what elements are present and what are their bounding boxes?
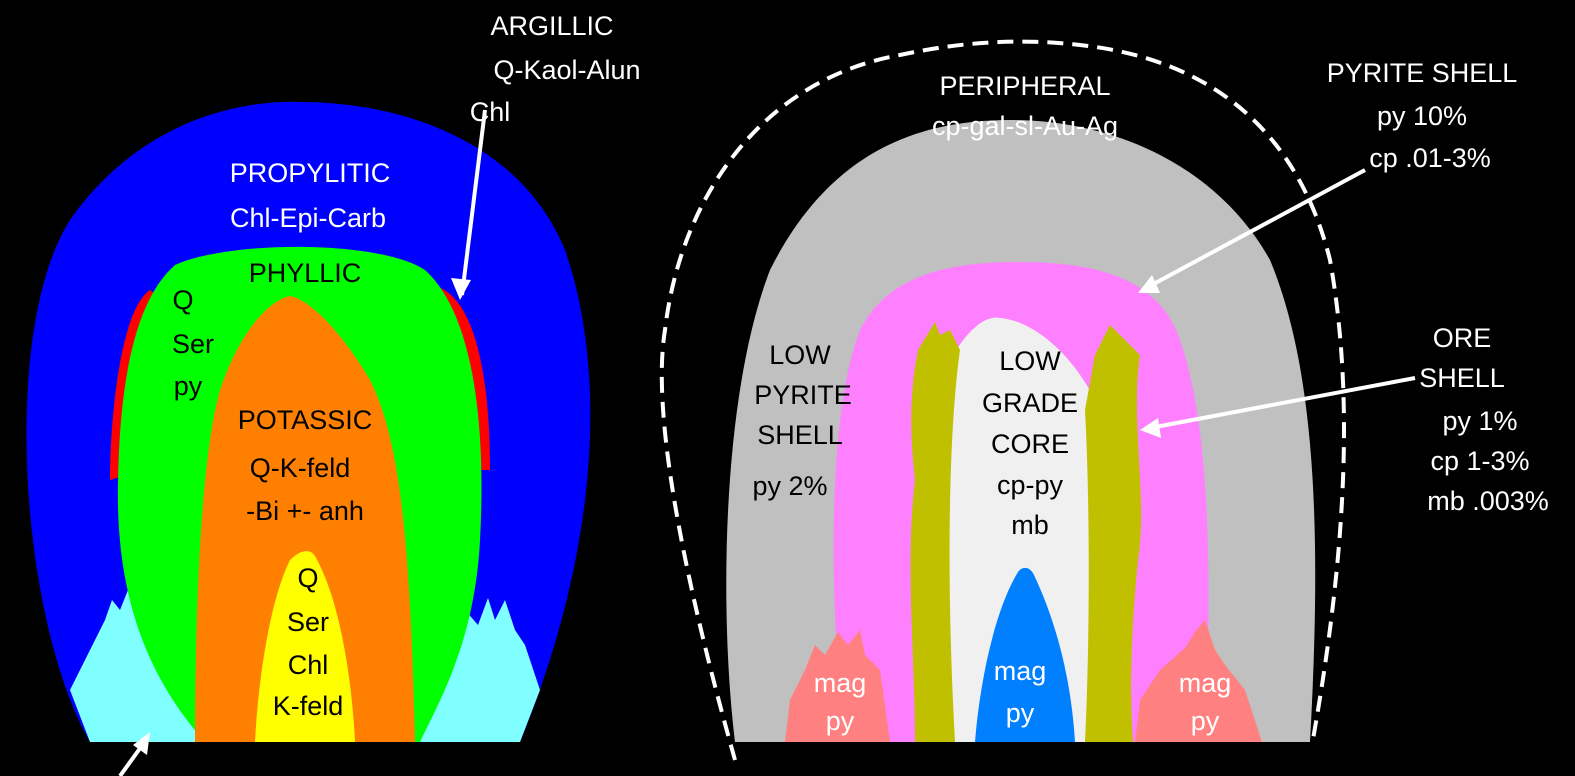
label: mag [1179,668,1232,698]
label: py [174,371,203,401]
label: cp-py [997,470,1064,500]
label: PHYLLIC [249,258,362,288]
label: py [1006,698,1035,728]
label: Ser [287,607,329,637]
label: py [1191,706,1220,736]
label: K-feld [273,691,344,721]
label: mb .003% [1427,486,1549,516]
label: ORE [1433,323,1492,353]
label: Chl [288,650,329,680]
diagram: ARGILLIC Q-Kaol-Alun Chl PROPYLITIC Chl-… [0,0,1575,776]
label: PYRITE [754,380,852,410]
label: PROPYLITIC [230,158,391,188]
label: PYRITE SHELL [1327,58,1518,88]
label: Q-K-feld [250,453,351,483]
label: Q [172,285,193,315]
label: py [826,706,855,736]
label: cp-gal-sl-Au-Ag [932,111,1118,141]
label: py 10% [1377,101,1467,131]
label: -Bi +- anh [246,496,364,526]
label: GRADE [982,388,1078,418]
label: mag [994,656,1047,686]
label: cp .01-3% [1369,143,1491,173]
label: LOW [769,340,831,370]
label: SHELL [757,420,843,450]
label: ARGILLIC [490,11,613,41]
label: CORE [991,429,1069,459]
label: py 1% [1442,406,1517,436]
label: Chl [470,97,511,127]
label: cp 1-3% [1430,446,1529,476]
label: Q [297,563,318,593]
label: mb [1011,510,1049,540]
label: PERIPHERAL [939,71,1110,101]
page: ARGILLIC Q-Kaol-Alun Chl PROPYLITIC Chl-… [0,0,1575,776]
label: Chl-Epi-Carb [230,203,386,233]
label: Ser [172,329,214,359]
label: Q-Kaol-Alun [493,55,640,85]
label: LOW [999,346,1061,376]
label: mag [814,668,867,698]
label: py 2% [752,471,827,501]
label: POTASSIC [238,405,373,435]
label: SHELL [1419,363,1505,393]
